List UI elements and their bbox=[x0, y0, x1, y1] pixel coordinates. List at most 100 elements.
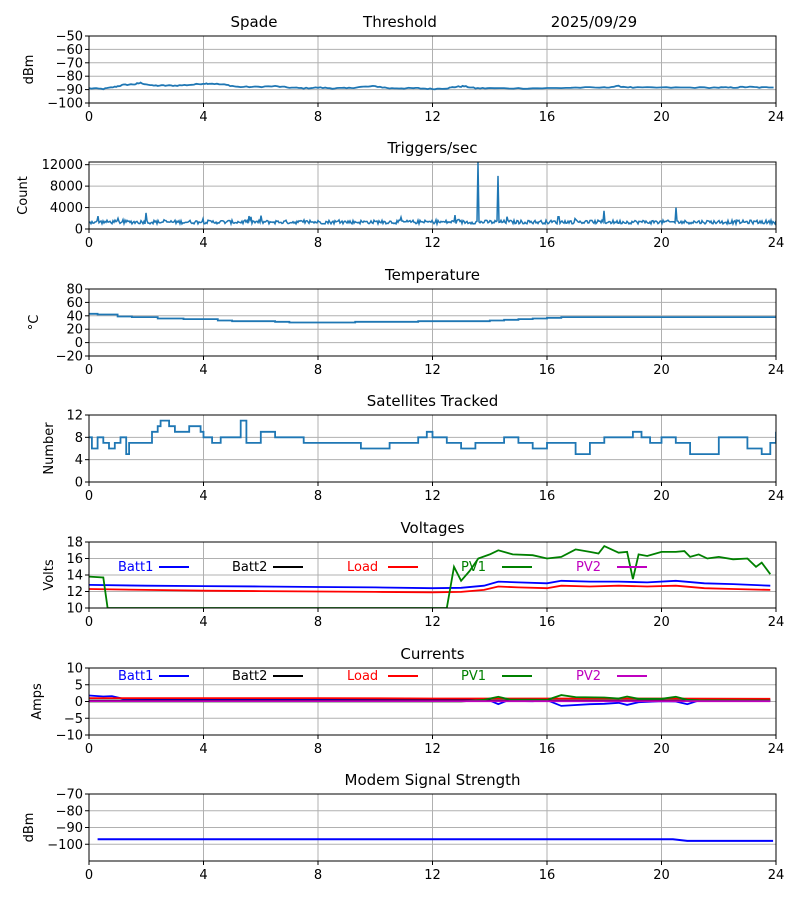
y-tick-label: 16 bbox=[66, 552, 83, 567]
y-tick-label: 12 bbox=[66, 409, 83, 424]
x-tick-label: 8 bbox=[314, 110, 322, 125]
x-tick-label: 16 bbox=[539, 363, 556, 378]
y-tick-label: 8000 bbox=[50, 180, 83, 195]
y-axis-label: °C bbox=[27, 315, 42, 331]
panel-title: Triggers/sec bbox=[387, 139, 478, 157]
x-tick-label: 12 bbox=[424, 615, 441, 630]
y-tick-label: 14 bbox=[66, 569, 83, 584]
x-tick-label: 20 bbox=[653, 615, 670, 630]
series-line-triggers bbox=[89, 162, 776, 227]
y-axis-label: dBm bbox=[22, 813, 37, 843]
y-tick-label: 8 bbox=[75, 431, 83, 446]
y-tick-label: −80 bbox=[56, 70, 83, 85]
series-line-modem bbox=[97, 838, 774, 842]
panel-signal: 0 4 8 12 16 20 24 −100−90−80−70−60−50 dBm bbox=[22, 30, 784, 126]
x-tick-label: 0 bbox=[85, 742, 93, 757]
series-line-pv1 bbox=[89, 544, 772, 608]
x-tick-label: 24 bbox=[768, 489, 785, 504]
y-axis-label: Volts bbox=[42, 559, 57, 591]
legend-label-batt2: Batt2 bbox=[232, 669, 267, 684]
panel-triggers: 0 4 8 12 16 20 24 0 4000 8000 12000 Count Triggers/s… bbox=[16, 139, 784, 251]
series-group bbox=[89, 544, 772, 608]
x-tick-label: 24 bbox=[768, 363, 785, 378]
y-tick-label: −70 bbox=[56, 788, 83, 803]
y-tick-label: 80 bbox=[66, 283, 83, 298]
x-tick-label: 0 bbox=[85, 489, 93, 504]
x-tick-label: 16 bbox=[539, 615, 556, 630]
header-date: 2025/09/29 bbox=[551, 13, 637, 31]
x-tick-label: 0 bbox=[85, 363, 93, 378]
x-tick-label: 20 bbox=[653, 363, 670, 378]
x-tick-label: 16 bbox=[539, 236, 556, 251]
panel-title: Temperature bbox=[384, 266, 480, 284]
x-tick-label: 24 bbox=[768, 110, 785, 125]
x-tick-label: 12 bbox=[424, 868, 441, 883]
x-tick-label: 4 bbox=[199, 363, 207, 378]
x-tick-label: 8 bbox=[314, 742, 322, 757]
series-line-signal bbox=[89, 81, 774, 91]
legend-label-load: Load bbox=[347, 669, 378, 684]
x-tick-label: 12 bbox=[424, 363, 441, 378]
x-tick-label: 12 bbox=[424, 110, 441, 125]
x-tick-label: 20 bbox=[653, 489, 670, 504]
legend-label-load: Load bbox=[347, 560, 378, 575]
y-tick-label: −20 bbox=[56, 350, 83, 365]
y-tick-label: −80 bbox=[56, 804, 83, 819]
panel-title: Voltages bbox=[400, 519, 464, 537]
y-tick-label: 0 bbox=[75, 476, 83, 491]
series-group bbox=[89, 312, 776, 324]
y-tick-label: 10 bbox=[66, 602, 83, 617]
y-tick-label: 12 bbox=[66, 585, 83, 600]
x-tick-label: 0 bbox=[85, 236, 93, 251]
y-tick-label: 0 bbox=[75, 336, 83, 351]
y-tick-label: 5 bbox=[75, 678, 83, 693]
x-tick-label: 24 bbox=[768, 236, 785, 251]
x-tick-label: 20 bbox=[653, 868, 670, 883]
x-tick-label: 4 bbox=[199, 868, 207, 883]
y-tick-label: 60 bbox=[66, 296, 83, 311]
header-station: Spade bbox=[231, 13, 278, 31]
x-tick-label: 8 bbox=[314, 868, 322, 883]
x-tick-label: 12 bbox=[424, 742, 441, 757]
series-group bbox=[97, 838, 774, 842]
x-tick-label: 8 bbox=[314, 363, 322, 378]
y-tick-label: −10 bbox=[56, 729, 83, 744]
x-tick-label: 4 bbox=[199, 236, 207, 251]
x-tick-label: 16 bbox=[539, 868, 556, 883]
series-group bbox=[89, 81, 774, 91]
figure-header: Spade Threshold 2025/09/29 bbox=[231, 13, 638, 31]
series-line-temperature bbox=[89, 312, 776, 324]
panel-modem: 0 4 8 12 16 20 24 −100 −90 −80−70 dBm Modem Signal … bbox=[22, 771, 784, 883]
header-mode: Threshold bbox=[362, 13, 437, 31]
legend-label-batt2: Batt2 bbox=[232, 560, 267, 575]
legend-label-pv1: PV1 bbox=[461, 669, 486, 684]
series-line-satellites bbox=[89, 419, 776, 456]
panel-title: Currents bbox=[400, 645, 464, 663]
y-tick-label: −60 bbox=[56, 43, 83, 58]
y-tick-label: 18 bbox=[66, 536, 83, 551]
legend-label-pv2: PV2 bbox=[576, 669, 601, 684]
x-tick-label: 16 bbox=[539, 489, 556, 504]
y-tick-label: 10 bbox=[66, 662, 83, 677]
panel-title: Satellites Tracked bbox=[367, 392, 498, 410]
x-tick-label: 20 bbox=[653, 110, 670, 125]
legend-label-batt1: Batt1 bbox=[118, 669, 153, 684]
y-tick-label: −100 bbox=[47, 97, 83, 112]
x-tick-label: 24 bbox=[768, 742, 785, 757]
x-tick-label: 4 bbox=[199, 742, 207, 757]
x-tick-label: 20 bbox=[653, 742, 670, 757]
y-tick-label: −90 bbox=[56, 821, 83, 836]
x-tick-label: 12 bbox=[424, 489, 441, 504]
y-tick-label: 4 bbox=[75, 453, 83, 468]
y-axis-label: dBm bbox=[22, 55, 37, 85]
legend-label-batt1: Batt1 bbox=[118, 560, 153, 575]
x-tick-label: 4 bbox=[199, 489, 207, 504]
y-tick-label: 4000 bbox=[50, 201, 83, 216]
series-line-pv1 bbox=[89, 694, 771, 703]
y-tick-label: 20 bbox=[66, 323, 83, 338]
y-tick-label: −100 bbox=[47, 838, 83, 853]
y-tick-label: −90 bbox=[56, 83, 83, 98]
series-group bbox=[89, 162, 776, 227]
